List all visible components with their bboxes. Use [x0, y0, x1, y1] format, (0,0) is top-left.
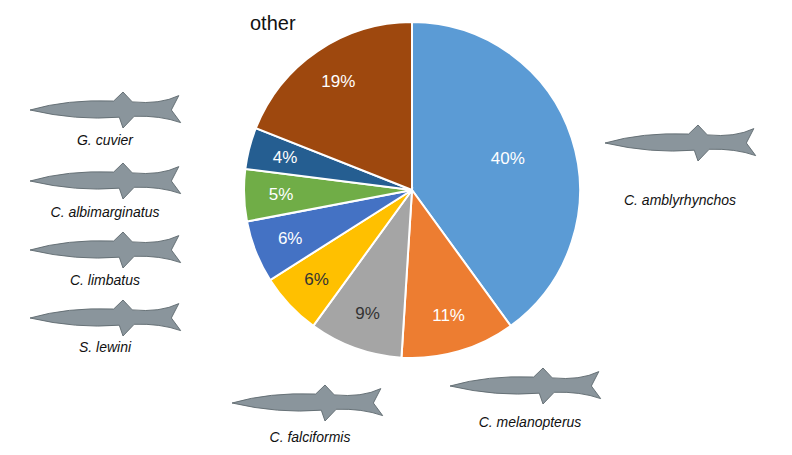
category-label: C. amblyrhynchos: [624, 192, 736, 208]
data-label: 6%: [304, 270, 329, 289]
data-label: 5%: [269, 185, 294, 204]
shark-icon: [232, 385, 383, 421]
category-label: C. falciformis: [270, 429, 351, 445]
category-label: G. cuvier: [77, 132, 134, 148]
data-label: 19%: [321, 72, 355, 91]
category-labels: C. amblyrhynchos C. melanopterus C. falcif…: [51, 12, 736, 445]
shark-icon: [450, 368, 601, 404]
pie-slice: [401, 190, 510, 358]
data-label: 4%: [273, 148, 298, 167]
category-label: S. lewini: [79, 339, 132, 355]
shark-icon: [30, 300, 181, 336]
shark-icon: [30, 232, 181, 268]
data-label: 9%: [355, 304, 380, 323]
category-label: C. albimarginatus: [51, 204, 160, 220]
data-label: 40%: [491, 149, 525, 168]
data-label: 6%: [278, 229, 303, 248]
data-label: 11%: [432, 306, 465, 325]
category-label: other: [250, 12, 296, 34]
category-label: C. melanopterus: [479, 414, 582, 430]
pie: 40% 11% 9% 6% 6% 5% 4% 19%: [244, 22, 580, 358]
pie-slice: [256, 22, 412, 190]
shark-icon: [30, 163, 181, 199]
shark-icons: [30, 92, 756, 421]
chart: 40% 11% 9% 6% 6% 5% 4% 19% C. amblyrhynchos C. me…: [0, 0, 792, 455]
shark-icon: [605, 125, 756, 161]
shark-icon: [30, 92, 181, 128]
category-label: C. limbatus: [70, 272, 140, 288]
